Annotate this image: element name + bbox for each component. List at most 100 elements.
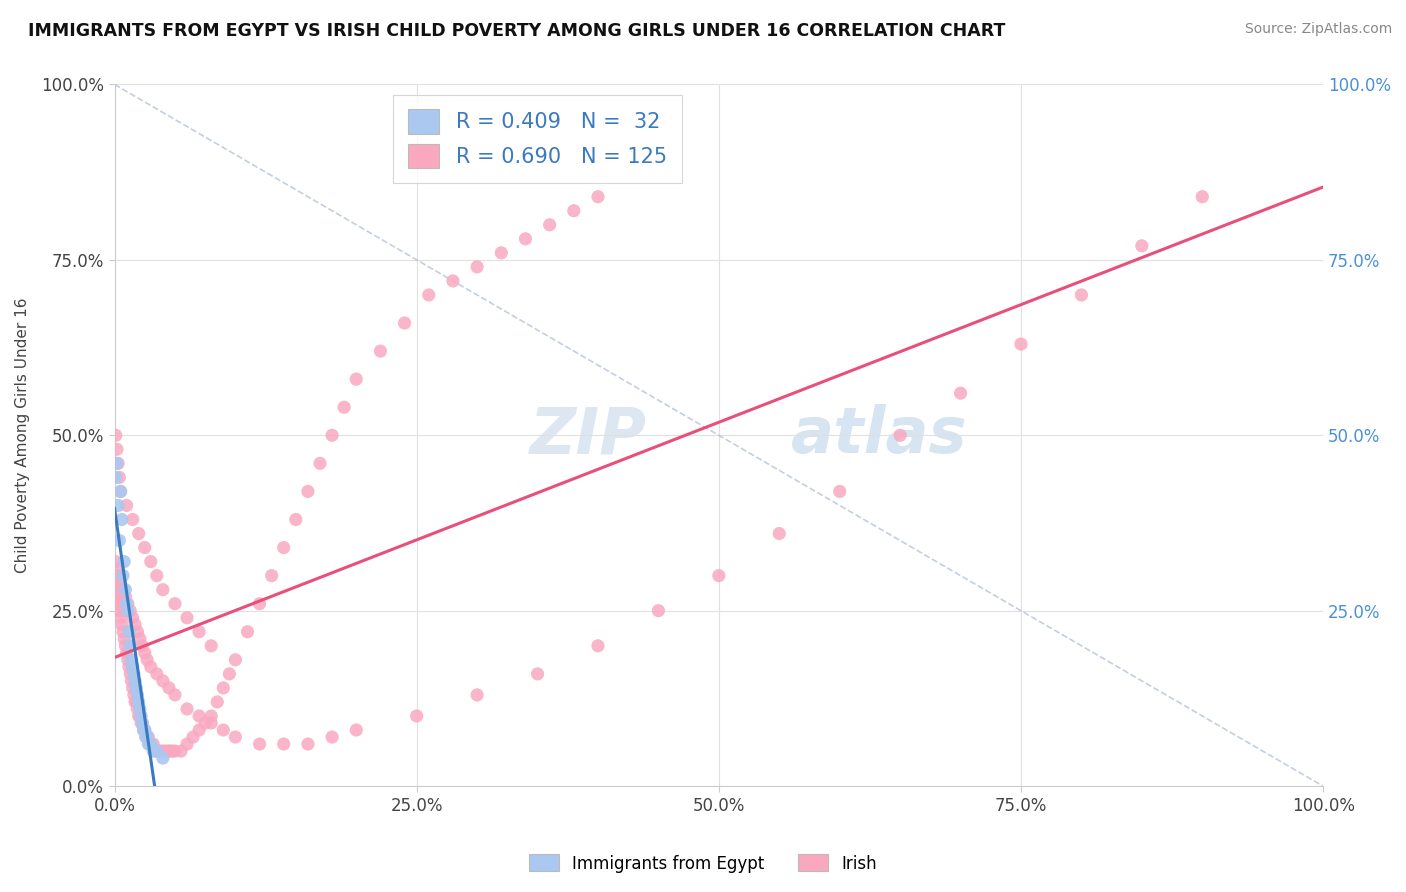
Point <box>441 274 464 288</box>
Point <box>120 673 142 688</box>
Point <box>110 611 132 625</box>
Point <box>152 751 174 765</box>
Point <box>121 681 143 695</box>
Point <box>120 666 142 681</box>
Point <box>218 666 240 681</box>
Point <box>108 533 131 548</box>
Point <box>132 723 155 737</box>
Point <box>120 639 142 653</box>
Point <box>405 709 427 723</box>
Point <box>586 190 609 204</box>
Point <box>297 484 319 499</box>
Point <box>1191 190 1213 204</box>
Point <box>333 401 356 415</box>
Point <box>117 604 139 618</box>
Point <box>212 681 235 695</box>
Point <box>200 716 222 731</box>
Y-axis label: Child Poverty Among Girls Under 16: Child Poverty Among Girls Under 16 <box>15 298 30 573</box>
Point <box>297 737 319 751</box>
Point <box>112 604 135 618</box>
Point <box>163 744 186 758</box>
Point <box>110 582 132 597</box>
Point <box>138 737 160 751</box>
Point <box>344 723 367 737</box>
Point <box>105 561 128 575</box>
Point <box>249 737 271 751</box>
Text: atlas: atlas <box>792 404 967 467</box>
Point <box>127 702 149 716</box>
Point <box>112 632 135 646</box>
Point <box>118 660 141 674</box>
Point <box>131 639 153 653</box>
Point <box>200 639 222 653</box>
Point <box>273 541 295 555</box>
Point <box>104 428 127 442</box>
Point <box>212 723 235 737</box>
Point <box>152 582 174 597</box>
Point <box>111 590 134 604</box>
Point <box>129 632 152 646</box>
Point <box>124 617 146 632</box>
Point <box>146 568 169 582</box>
Point <box>135 730 157 744</box>
Point <box>125 695 148 709</box>
Point <box>162 744 184 758</box>
Text: ZIP: ZIP <box>529 404 647 467</box>
Legend: Immigrants from Egypt, Irish: Immigrants from Egypt, Irish <box>523 847 883 880</box>
Point <box>129 709 152 723</box>
Point <box>145 744 167 758</box>
Point <box>1130 239 1153 253</box>
Point <box>157 681 180 695</box>
Point <box>768 526 790 541</box>
Text: Source: ZipAtlas.com: Source: ZipAtlas.com <box>1244 22 1392 37</box>
Point <box>111 624 134 639</box>
Point <box>159 744 181 758</box>
Point <box>114 582 136 597</box>
Point <box>128 526 150 541</box>
Point <box>207 695 229 709</box>
Point <box>129 702 152 716</box>
Point <box>194 716 217 731</box>
Point <box>138 730 160 744</box>
Point <box>111 512 134 526</box>
Point <box>134 646 156 660</box>
Point <box>111 597 134 611</box>
Point <box>138 737 160 751</box>
Point <box>321 730 343 744</box>
Point <box>107 568 129 582</box>
Point <box>163 688 186 702</box>
Point <box>176 611 198 625</box>
Point <box>132 723 155 737</box>
Point <box>224 730 246 744</box>
Point <box>115 499 138 513</box>
Point <box>309 456 332 470</box>
Point <box>136 653 159 667</box>
Point <box>115 646 138 660</box>
Point <box>647 604 669 618</box>
Point <box>139 660 162 674</box>
Point <box>249 597 271 611</box>
Point <box>121 512 143 526</box>
Point <box>124 673 146 688</box>
Point <box>128 695 150 709</box>
Point <box>135 730 157 744</box>
Point <box>142 737 165 751</box>
Point <box>828 484 851 499</box>
Point <box>134 723 156 737</box>
Point <box>526 666 548 681</box>
Point <box>114 590 136 604</box>
Point <box>155 744 177 758</box>
Point <box>111 582 134 597</box>
Point <box>146 744 169 758</box>
Point <box>122 688 145 702</box>
Point <box>120 604 142 618</box>
Point <box>121 611 143 625</box>
Point <box>112 555 135 569</box>
Point <box>170 744 193 758</box>
Point <box>163 597 186 611</box>
Point <box>105 442 128 457</box>
Point <box>129 716 152 731</box>
Point <box>117 653 139 667</box>
Point <box>107 597 129 611</box>
Point <box>260 568 283 582</box>
